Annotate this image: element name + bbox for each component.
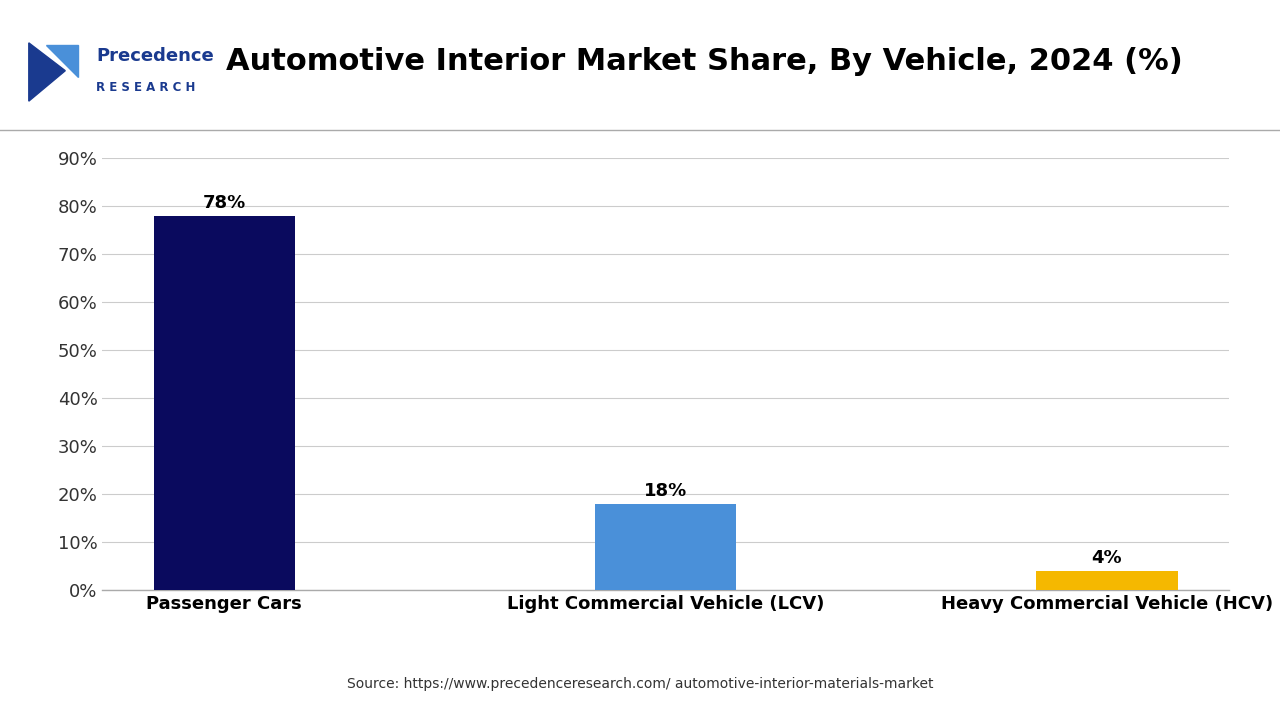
Bar [1037,571,1178,590]
Text: 78%: 78% [202,194,246,212]
Text: 18%: 18% [644,482,687,500]
Text: Precedence: Precedence [96,47,214,65]
Text: Source: https://www.precedenceresearch.com/ automotive-interior-materials-market: Source: https://www.precedenceresearch.c… [347,678,933,691]
Polygon shape [46,45,78,77]
Text: 4%: 4% [1092,549,1123,567]
Polygon shape [28,43,65,101]
Bar [154,216,294,590]
Text: Automotive Interior Market Share, By Vehicle, 2024 (%): Automotive Interior Market Share, By Veh… [225,47,1183,76]
Text: R E S E A R C H: R E S E A R C H [96,81,196,94]
Bar [595,504,736,590]
